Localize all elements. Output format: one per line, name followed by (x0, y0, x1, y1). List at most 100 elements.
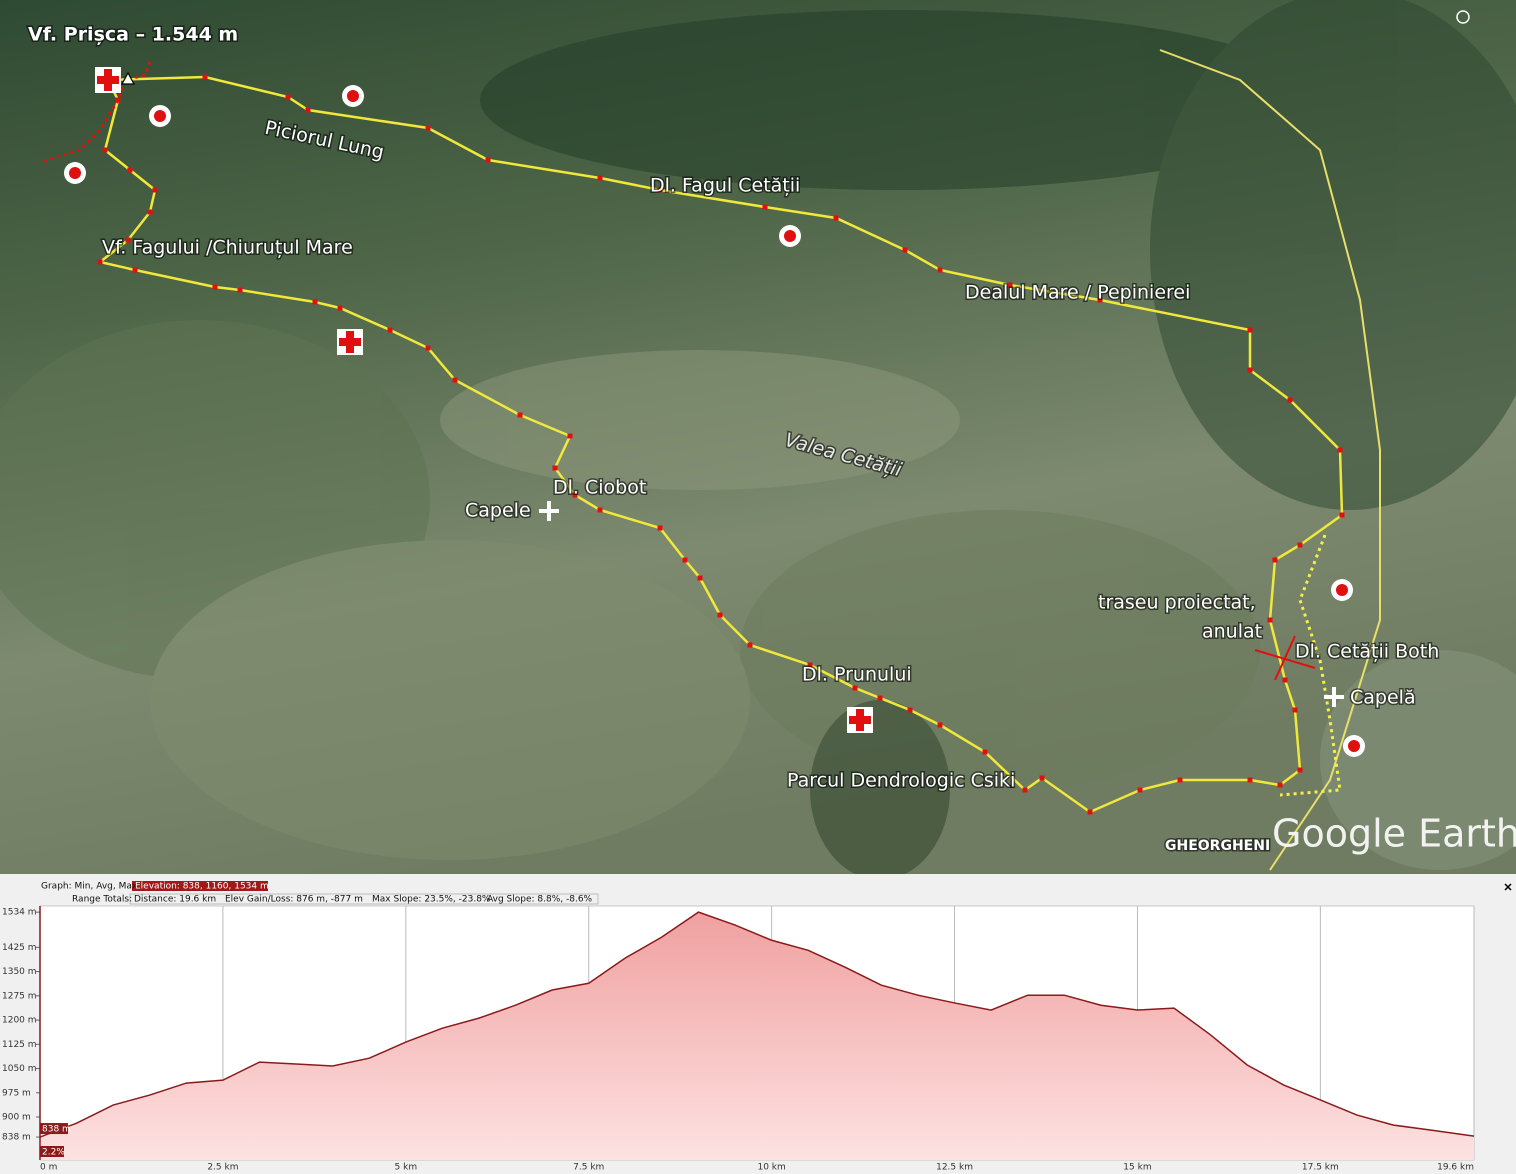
x-tick-label: 15 km (1123, 1163, 1151, 1173)
trail-vertex (982, 749, 988, 755)
trail-vertex (572, 492, 578, 498)
chapel-icon (1324, 687, 1344, 707)
trail-vertex (717, 612, 723, 618)
trail-vertex (1177, 777, 1183, 783)
trail-vertex (1282, 677, 1288, 683)
place-label: Dl. Fagul Cetății (650, 175, 800, 197)
trail-vertex (1039, 775, 1045, 781)
trail-vertex (147, 209, 153, 215)
place-label: Dl. Cetății Both (1295, 641, 1439, 663)
trail-vertex (1247, 367, 1253, 373)
trail-vertex (1007, 282, 1013, 288)
marker-icon (784, 230, 796, 242)
elevation-profile: Graph: Min, Avg, Max Elevation: 838, 116… (0, 874, 1516, 1174)
trail-vertex (1297, 767, 1303, 773)
trail-vertex (212, 284, 218, 290)
trail-vertex (1297, 542, 1303, 548)
trail-vertex (1247, 327, 1253, 333)
trail-vertex (452, 377, 458, 383)
header-text: Max Slope: 23.5%, -23.8% (372, 895, 491, 905)
road (1159, 49, 1381, 871)
trail-vertex (425, 345, 431, 351)
y-tick-label: 975 m (2, 1088, 31, 1098)
peak-label: Vf. Prișca – 1.544 m (28, 24, 238, 46)
trail-vertex (387, 327, 393, 333)
x-tick-label: 12.5 km (936, 1163, 973, 1173)
trail-vertex (125, 237, 131, 243)
trail-vertices (97, 74, 1345, 815)
y-tick-label: 1050 m (2, 1064, 37, 1074)
x-tick-label: 7.5 km (573, 1163, 604, 1173)
header-text: Distance: 19.6 km (134, 895, 216, 905)
trail-vertex (102, 147, 108, 153)
elevation-line (39, 911, 1475, 1138)
trail-vertex (1292, 707, 1298, 713)
trail-vertex (1339, 512, 1345, 518)
trail-vertex (852, 685, 858, 691)
place-label: anulat (1202, 621, 1262, 643)
place-label: traseu proiectat, (1098, 592, 1256, 614)
header-text: Avg Slope: 8.8%, -8.6% (487, 895, 593, 905)
map-icons (64, 67, 1365, 757)
close-button[interactable] (1504, 883, 1512, 891)
place-label: Dl. Prunului (802, 664, 912, 686)
trail-vertex (1267, 617, 1273, 623)
stats-box (129, 893, 599, 905)
peak-icon (120, 71, 136, 85)
trail-vertex (127, 167, 133, 173)
y-tick-label: 1200 m (2, 1016, 37, 1026)
brand-logo: Google Earth (1272, 812, 1516, 856)
place-label: Parcul Dendrologic Csiki (787, 770, 1015, 792)
chapel-icon (539, 501, 559, 521)
trail-vertex (833, 215, 839, 221)
header-text: Elevation: 838, 1160, 1534 m (135, 882, 269, 892)
trail-vertex (697, 575, 703, 581)
trail-vertex (762, 204, 768, 210)
cancelled-route (1279, 534, 1342, 797)
trail-vertex (1097, 297, 1103, 303)
trail-vertex (902, 247, 908, 253)
elevation-badge (132, 881, 268, 891)
marker-icon (69, 167, 81, 179)
trail-vertex (1247, 777, 1253, 783)
trail-vertex (682, 557, 688, 563)
x-tick-label: 19.6 km (1437, 1163, 1474, 1173)
trail-vertex (517, 412, 523, 418)
header-text: Range Totals: (72, 895, 132, 905)
red-route (39, 61, 152, 164)
trail (97, 75, 1344, 814)
trail-vertex (597, 507, 603, 513)
trail-vertex (877, 695, 883, 701)
place-label: Dl. Ciobot (553, 477, 646, 499)
cursor-slope: 2.2% (42, 1148, 65, 1158)
trail-vertex (337, 305, 343, 311)
trail-vertex (567, 433, 573, 439)
map-view[interactable]: Vf. Prișca – 1.544 m Piciorul Lung Dl. F… (0, 0, 1516, 880)
trail-vertex (1137, 787, 1143, 793)
trail-vertex (657, 187, 663, 193)
header-text: Graph: Min, Avg, Max (41, 882, 138, 892)
place-label: Capele (465, 500, 531, 522)
compass[interactable] (1456, 10, 1470, 24)
place-label: Vf. Fagului /Chiuruțul Mare (102, 237, 353, 259)
trail-vertex (597, 175, 603, 181)
cursor-elevation: 838 m (42, 1125, 71, 1135)
x-tick-label: 17.5 km (1302, 1163, 1339, 1173)
y-tick-label: 1350 m (2, 967, 37, 977)
trail-vertex (237, 287, 243, 293)
marker-icon (154, 110, 166, 122)
trail-vertex (552, 465, 558, 471)
shelter-icon (856, 709, 864, 731)
cancel-mark (1274, 635, 1296, 681)
trail-vertex (807, 662, 813, 668)
cursor-badge (40, 1123, 68, 1135)
trail-vertex (1087, 809, 1093, 815)
y-tick-label: 1125 m (2, 1040, 37, 1050)
trail-vertex (285, 94, 291, 100)
y-tick-label: 838 m (2, 1133, 31, 1143)
trail-vertex (97, 259, 103, 265)
trail-vertex (425, 125, 431, 131)
shelter-icon (346, 331, 354, 353)
